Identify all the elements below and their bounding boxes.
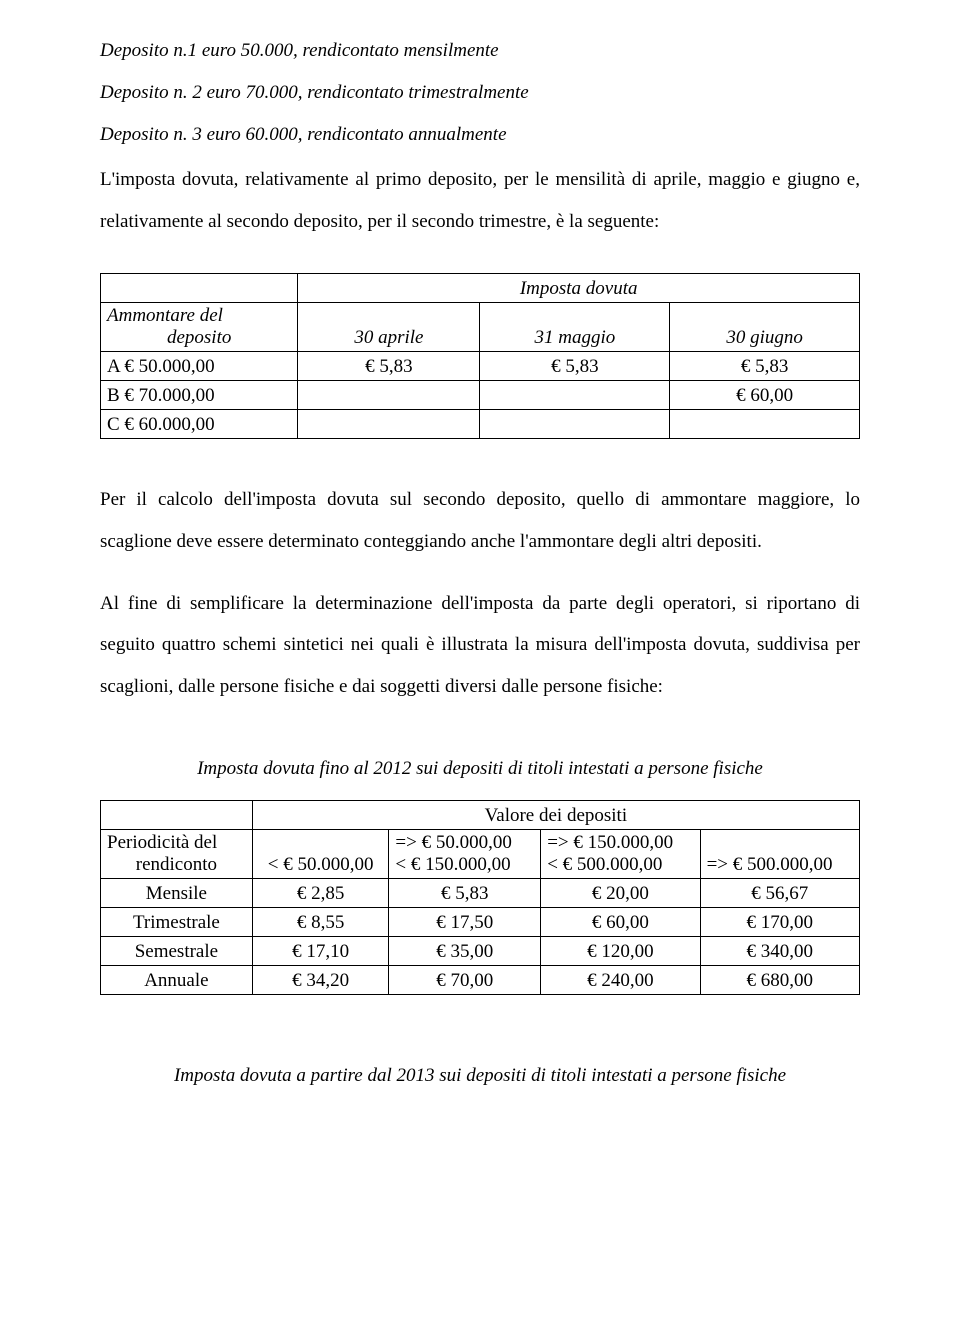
header-col4-line1: => € 150.000,00 [547, 832, 693, 854]
cell-value [298, 409, 480, 438]
footer-title: Imposta dovuta a partire dal 2013 sui de… [100, 1065, 860, 1087]
cell-value: € 5,83 [389, 878, 541, 907]
cell-value: € 240,00 [541, 965, 700, 994]
header-col3: => € 50.000,00 < € 150.000,00 [389, 829, 541, 878]
intro-line-1: Deposito n.1 euro 50.000, rendicontato m… [100, 30, 860, 72]
header-col1-line2: deposito [107, 327, 291, 349]
paragraph-2: Per il calcolo dell'imposta dovuta sul s… [100, 479, 860, 563]
table-row: Ammontare del deposito 30 aprile 31 magg… [101, 302, 860, 351]
cell-value: € 60,00 [541, 907, 700, 936]
cell-label: Annuale [101, 965, 253, 994]
table-row: Periodicità del rendiconto < € 50.000,00… [101, 829, 860, 878]
table-row: Mensile € 2,85 € 5,83 € 20,00 € 56,67 [101, 878, 860, 907]
cell-value: € 8,55 [252, 907, 389, 936]
valore-depositi-table: Valore dei depositi Periodicità del rend… [100, 800, 860, 995]
header-col1: Ammontare del deposito [101, 302, 298, 351]
intro-line-2: Deposito n. 2 euro 70.000, rendicontato … [100, 72, 860, 114]
header-col1: Periodicità del rendiconto [101, 829, 253, 878]
cell-value [480, 409, 670, 438]
imposta-dovuta-table: Imposta dovuta Ammontare del deposito 30… [100, 273, 860, 439]
cell-value [670, 409, 860, 438]
intro-line-3: Deposito n. 3 euro 60.000, rendicontato … [100, 114, 860, 156]
cell-label: C € 60.000,00 [101, 409, 298, 438]
cell-value: € 60,00 [670, 380, 860, 409]
paragraph-3: Al fine di semplificare la determinazion… [100, 583, 860, 708]
table-1-wrapper: Imposta dovuta Ammontare del deposito 30… [100, 273, 860, 439]
table-row: A € 50.000,00 € 5,83 € 5,83 € 5,83 [101, 351, 860, 380]
cell-value: € 20,00 [541, 878, 700, 907]
cell-value: € 17,50 [389, 907, 541, 936]
table-row: B € 70.000,00 € 60,00 [101, 380, 860, 409]
cell-value: € 170,00 [700, 907, 859, 936]
header-col4: 30 giugno [670, 302, 860, 351]
header-col3-line2: < € 150.000,00 [395, 854, 534, 876]
cell-label: A € 50.000,00 [101, 351, 298, 380]
table-row: C € 60.000,00 [101, 409, 860, 438]
table-row: Annuale € 34,20 € 70,00 € 240,00 € 680,0… [101, 965, 860, 994]
header-col3: 31 maggio [480, 302, 670, 351]
header-col2: 30 aprile [298, 302, 480, 351]
header-col2: < € 50.000,00 [252, 829, 389, 878]
cell-value: € 5,83 [480, 351, 670, 380]
table-2-title: Valore dei depositi [252, 800, 859, 829]
cell-label: Mensile [101, 878, 253, 907]
cell-value [298, 380, 480, 409]
page: Deposito n.1 euro 50.000, rendicontato m… [0, 0, 960, 1137]
cell-label: B € 70.000,00 [101, 380, 298, 409]
cell-label: Semestrale [101, 936, 253, 965]
cell-value: € 120,00 [541, 936, 700, 965]
table-2-wrapper: Valore dei depositi Periodicità del rend… [100, 800, 860, 995]
cell-value: € 5,83 [670, 351, 860, 380]
cell-value: € 34,20 [252, 965, 389, 994]
cell-value [480, 380, 670, 409]
cell-value: € 70,00 [389, 965, 541, 994]
empty-cell [101, 800, 253, 829]
header-col3-line1: => € 50.000,00 [395, 832, 534, 854]
section-title: Imposta dovuta fino al 2012 sui depositi… [100, 758, 860, 780]
table-row: Trimestrale € 8,55 € 17,50 € 60,00 € 170… [101, 907, 860, 936]
cell-value: € 17,10 [252, 936, 389, 965]
header-col1-line2: rendiconto [107, 854, 246, 876]
cell-value: € 35,00 [389, 936, 541, 965]
table-row: Valore dei depositi [101, 800, 860, 829]
table-row: Semestrale € 17,10 € 35,00 € 120,00 € 34… [101, 936, 860, 965]
table-1-title: Imposta dovuta [298, 273, 860, 302]
empty-cell [101, 273, 298, 302]
header-col4-line2: < € 500.000,00 [547, 854, 693, 876]
cell-value: € 2,85 [252, 878, 389, 907]
cell-label: Trimestrale [101, 907, 253, 936]
cell-value: € 340,00 [700, 936, 859, 965]
table-row: Imposta dovuta [101, 273, 860, 302]
header-col5: => € 500.000,00 [700, 829, 859, 878]
header-col1-line1: Periodicità del [107, 832, 246, 854]
header-col4: => € 150.000,00 < € 500.000,00 [541, 829, 700, 878]
cell-value: € 5,83 [298, 351, 480, 380]
cell-value: € 680,00 [700, 965, 859, 994]
paragraph-1: L'imposta dovuta, relativamente al primo… [100, 159, 860, 243]
header-col1-line1: Ammontare del [107, 305, 291, 327]
cell-value: € 56,67 [700, 878, 859, 907]
